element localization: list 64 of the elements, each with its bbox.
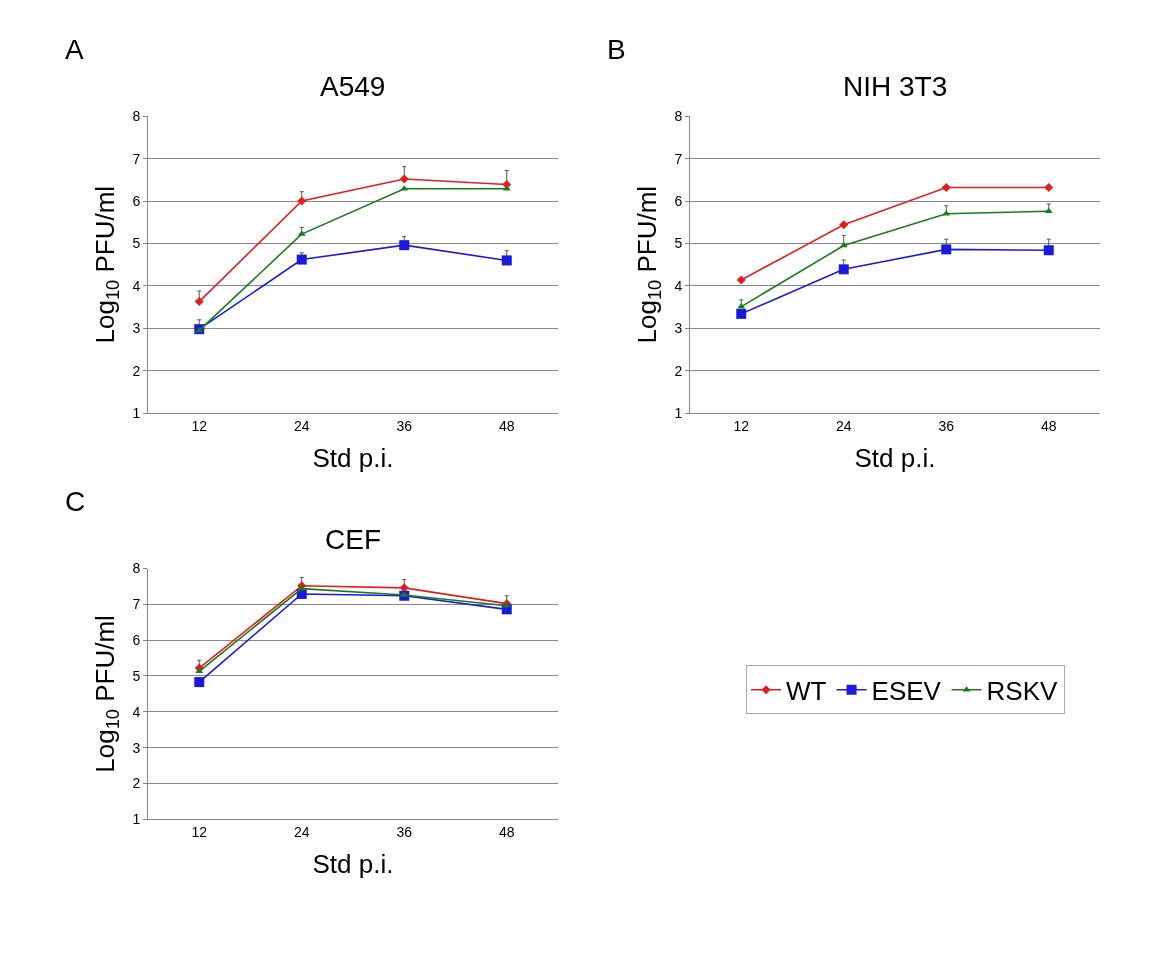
point [1043, 245, 1054, 256]
x-tick-label: 24 [835, 417, 852, 434]
point [736, 275, 746, 285]
point [839, 220, 849, 230]
y-tick-label: 7 [132, 596, 141, 613]
y-tick-label: 1 [674, 405, 683, 422]
legend-label: ESEV [871, 675, 942, 706]
point [838, 264, 849, 275]
y-tick-label: 6 [132, 192, 141, 209]
y-tick-label: 1 [132, 811, 141, 828]
legend-label: WT [786, 675, 827, 706]
x-tick-label: 36 [396, 417, 413, 434]
y-tick-label: 6 [132, 632, 141, 649]
y-tick-label: 2 [132, 775, 141, 792]
point [194, 677, 205, 688]
y-tick-label: 4 [674, 277, 683, 294]
x-tick-label: 24 [293, 417, 310, 434]
y-tick-label: 3 [674, 320, 683, 337]
y-tick-label: 1 [132, 405, 141, 422]
y-tick-label: 5 [674, 235, 683, 252]
text: C [65, 486, 86, 517]
y-tick-label: 4 [132, 277, 141, 294]
point [399, 174, 409, 184]
x-tick-label: 12 [733, 417, 750, 434]
text: B [607, 34, 626, 65]
y-tick-label: 3 [132, 739, 141, 756]
point [736, 308, 747, 319]
x-tick-label: 48 [1040, 417, 1057, 434]
point [941, 244, 952, 255]
x-tick-label: 48 [498, 417, 515, 434]
point [194, 297, 204, 307]
y-tick-label: 8 [132, 560, 141, 577]
point [399, 240, 410, 251]
x-tick-label: 48 [498, 824, 515, 841]
x-tick-label: 36 [396, 824, 413, 841]
text: A [65, 34, 84, 65]
chart-title: CEF [325, 524, 381, 555]
x-tick-label: 12 [191, 824, 208, 841]
chart-title: NIH 3T3 [843, 71, 948, 102]
y-tick-label: 7 [674, 150, 683, 167]
x-tick-label: 24 [293, 824, 310, 841]
x-tick-label: 36 [938, 417, 955, 434]
point [501, 255, 512, 266]
legend-label: RSKV [986, 675, 1059, 706]
y-tick-label: 8 [132, 108, 141, 125]
x-axis-title: Std p.i. [312, 848, 394, 879]
y-tick-label: 2 [132, 362, 141, 379]
y-tick-label: 4 [132, 703, 141, 720]
point [195, 667, 204, 674]
x-axis-title: Std p.i. [312, 442, 394, 473]
point [296, 254, 307, 265]
x-axis-title: Std p.i. [854, 442, 936, 473]
x-tick-label: 12 [191, 417, 208, 434]
y-tick-label: 8 [674, 108, 683, 125]
chart-title: A549 [320, 71, 386, 102]
y-tick-label: 6 [674, 192, 683, 209]
y-tick-label: 7 [132, 150, 141, 167]
y-tick-label: 2 [674, 362, 683, 379]
y-tick-label: 3 [132, 320, 141, 337]
point [297, 196, 307, 206]
point [1044, 182, 1054, 192]
y-tick-label: 5 [132, 235, 141, 252]
point [941, 182, 951, 192]
y-tick-label: 5 [132, 667, 141, 684]
